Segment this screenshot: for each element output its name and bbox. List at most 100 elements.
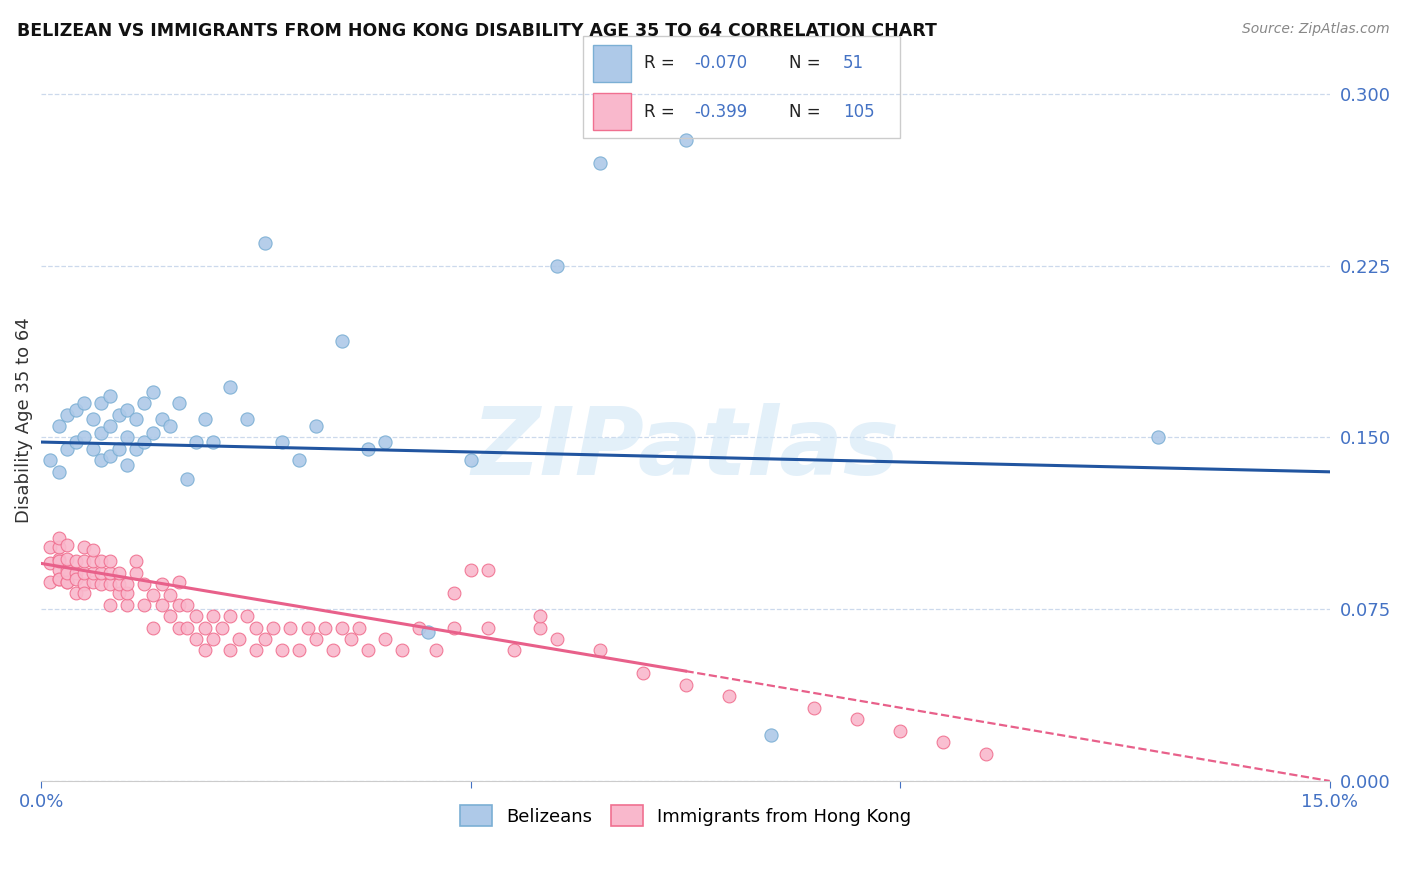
Point — [202, 435, 225, 450]
Point — [589, 643, 612, 657]
Point — [477, 563, 499, 577]
Point — [107, 566, 129, 580]
Point — [1147, 430, 1170, 444]
Point — [90, 566, 112, 580]
Point — [82, 412, 104, 426]
Point — [142, 425, 165, 440]
Point — [65, 586, 87, 600]
Point — [675, 678, 697, 692]
Point — [56, 563, 79, 577]
Point — [176, 598, 198, 612]
Point — [546, 259, 568, 273]
Point — [115, 458, 138, 472]
Point — [90, 577, 112, 591]
Point — [150, 412, 173, 426]
Point — [357, 643, 380, 657]
Point — [219, 609, 242, 624]
Point — [98, 389, 121, 403]
Point — [211, 621, 233, 635]
Point — [297, 621, 319, 635]
Point — [98, 577, 121, 591]
Point — [115, 430, 138, 444]
Point — [889, 723, 911, 738]
Text: R =: R = — [644, 54, 679, 72]
Point — [65, 403, 87, 417]
Point — [90, 554, 112, 568]
Point — [56, 408, 79, 422]
FancyBboxPatch shape — [593, 45, 631, 82]
Point — [253, 235, 276, 250]
Point — [90, 453, 112, 467]
Point — [82, 442, 104, 456]
Point — [803, 700, 825, 714]
Point — [374, 632, 396, 646]
Y-axis label: Disability Age 35 to 64: Disability Age 35 to 64 — [15, 318, 32, 524]
Point — [56, 442, 79, 456]
Point — [73, 586, 96, 600]
Point — [107, 577, 129, 591]
Point — [98, 598, 121, 612]
Point — [125, 554, 148, 568]
Point — [761, 728, 783, 742]
Point — [477, 621, 499, 635]
Point — [115, 598, 138, 612]
Point — [150, 598, 173, 612]
Text: -0.399: -0.399 — [695, 103, 748, 120]
Text: ZIPatlas: ZIPatlas — [471, 403, 900, 495]
Point — [65, 435, 87, 450]
Point — [357, 442, 380, 456]
Point — [288, 453, 311, 467]
Point — [125, 412, 148, 426]
Point — [115, 403, 138, 417]
Point — [98, 566, 121, 580]
Point — [846, 712, 869, 726]
Text: BELIZEAN VS IMMIGRANTS FROM HONG KONG DISABILITY AGE 35 TO 64 CORRELATION CHART: BELIZEAN VS IMMIGRANTS FROM HONG KONG DI… — [17, 22, 936, 40]
Point — [202, 632, 225, 646]
Point — [159, 419, 181, 434]
Point — [134, 577, 156, 591]
Point — [56, 538, 79, 552]
Point — [125, 566, 148, 580]
Point — [425, 643, 447, 657]
Point — [48, 552, 70, 566]
Legend: Belizeans, Immigrants from Hong Kong: Belizeans, Immigrants from Hong Kong — [460, 805, 911, 826]
Point — [48, 554, 70, 568]
Point — [134, 435, 156, 450]
Point — [134, 598, 156, 612]
Text: 51: 51 — [844, 54, 865, 72]
Point — [159, 609, 181, 624]
Point — [270, 643, 292, 657]
Point — [717, 690, 740, 704]
Point — [115, 586, 138, 600]
Point — [391, 643, 413, 657]
Point — [150, 577, 173, 591]
Point — [107, 408, 129, 422]
Point — [98, 449, 121, 463]
Point — [176, 621, 198, 635]
Point — [416, 625, 439, 640]
Point — [39, 574, 62, 589]
Point — [219, 380, 242, 394]
Point — [305, 419, 328, 434]
Point — [159, 589, 181, 603]
Point — [245, 643, 267, 657]
Point — [460, 453, 482, 467]
Point — [39, 541, 62, 555]
Point — [347, 621, 370, 635]
Point — [228, 632, 250, 646]
Point — [193, 643, 215, 657]
Point — [631, 666, 654, 681]
Point — [167, 598, 190, 612]
Point — [675, 133, 697, 147]
Point — [82, 554, 104, 568]
Point — [167, 574, 190, 589]
Point — [339, 632, 361, 646]
Point — [65, 566, 87, 580]
Point — [48, 419, 70, 434]
Point — [236, 609, 259, 624]
Point — [142, 589, 165, 603]
Text: N =: N = — [789, 103, 825, 120]
Point — [974, 747, 997, 761]
Point — [90, 425, 112, 440]
Point — [65, 554, 87, 568]
